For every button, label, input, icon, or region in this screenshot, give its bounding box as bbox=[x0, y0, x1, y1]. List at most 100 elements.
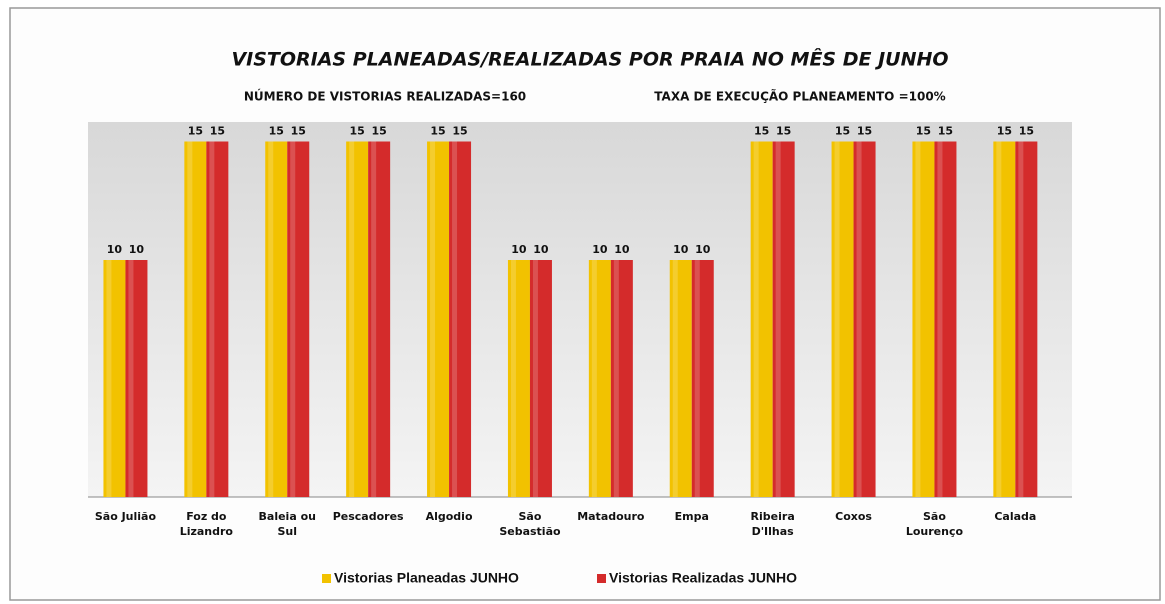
label-line: Foz do bbox=[186, 510, 227, 523]
bar-shine bbox=[753, 141, 759, 497]
data-label: 15 bbox=[452, 125, 467, 138]
data-label: 15 bbox=[188, 125, 203, 138]
label-line: Ribeira bbox=[751, 510, 795, 523]
data-label: 15 bbox=[1019, 125, 1034, 138]
data-label: 15 bbox=[291, 125, 306, 138]
legend-label: Vistorias Planeadas JUNHO bbox=[334, 570, 519, 586]
data-label: 15 bbox=[835, 125, 850, 138]
data-label: 15 bbox=[210, 125, 225, 138]
bar bbox=[265, 141, 288, 497]
bar-shine bbox=[268, 141, 274, 497]
x-tick-label: Coxos bbox=[835, 510, 872, 523]
x-tick-label: Ribeira D'Ilhas bbox=[751, 510, 795, 538]
label-line: São bbox=[923, 510, 946, 523]
bar bbox=[427, 141, 450, 497]
bar bbox=[831, 141, 854, 497]
bar-shine bbox=[128, 260, 134, 497]
bar-shine bbox=[290, 141, 296, 497]
bar-shine bbox=[856, 141, 862, 497]
data-label: 10 bbox=[695, 243, 711, 256]
bar-shine bbox=[775, 141, 781, 497]
data-label: 10 bbox=[511, 243, 527, 256]
x-tick-label: Foz do Lizandro bbox=[180, 510, 234, 538]
bar-shine bbox=[209, 141, 215, 497]
bar bbox=[184, 141, 207, 497]
bar bbox=[449, 141, 472, 497]
bar bbox=[1015, 141, 1038, 497]
x-tick-label: São Sebastião bbox=[499, 510, 561, 538]
bar-shine bbox=[1018, 141, 1024, 497]
bar bbox=[691, 260, 714, 497]
data-label: 10 bbox=[107, 243, 123, 256]
bar bbox=[287, 141, 310, 497]
data-label: 10 bbox=[673, 243, 689, 256]
bar-shine bbox=[532, 260, 538, 497]
data-label: 15 bbox=[776, 125, 791, 138]
data-label: 15 bbox=[754, 125, 769, 138]
bar bbox=[772, 141, 795, 497]
bar bbox=[912, 141, 935, 497]
data-label: 15 bbox=[349, 125, 364, 138]
data-label: 15 bbox=[371, 125, 386, 138]
x-tick-label: Pescadores bbox=[333, 510, 404, 523]
bar bbox=[610, 260, 633, 497]
label-line: Sul bbox=[277, 525, 297, 538]
bar-shine bbox=[591, 260, 597, 497]
legend-swatch bbox=[597, 574, 606, 583]
bar-shine bbox=[834, 141, 840, 497]
data-label: 15 bbox=[269, 125, 284, 138]
bar bbox=[853, 141, 876, 497]
bar bbox=[125, 260, 148, 497]
x-tick-label: Empa bbox=[675, 510, 709, 523]
label-line: Baleia ou bbox=[259, 510, 316, 523]
subtitle: NÚMERO DE VISTORIAS REALIZADAS=160 bbox=[244, 89, 526, 104]
label-line: São bbox=[518, 510, 541, 523]
data-label: 10 bbox=[592, 243, 608, 256]
data-label: 15 bbox=[916, 125, 931, 138]
bar bbox=[934, 141, 957, 497]
bar-shine bbox=[187, 141, 193, 497]
plot-area bbox=[88, 122, 1072, 497]
x-tick-label: Calada bbox=[994, 510, 1036, 523]
label-line: Sebastião bbox=[499, 525, 561, 538]
data-label: 10 bbox=[614, 243, 630, 256]
legend-label: Vistorias Realizadas JUNHO bbox=[609, 570, 797, 586]
bar bbox=[529, 260, 552, 497]
bar-shine bbox=[349, 141, 355, 497]
x-tick-label: Matadouro bbox=[577, 510, 645, 523]
bar-shine bbox=[996, 141, 1002, 497]
bar bbox=[588, 260, 611, 497]
data-label: 15 bbox=[997, 125, 1012, 138]
chart-title: VISTORIAS PLANEADAS/REALIZADAS POR PRAIA… bbox=[231, 48, 948, 71]
bar-shine bbox=[937, 141, 943, 497]
subtitle: TAXA DE EXECUÇÃO PLANEAMENTO =100% bbox=[654, 89, 945, 104]
x-tick-label: São Julião bbox=[95, 510, 157, 523]
bar bbox=[103, 260, 126, 497]
label-line: Lourenço bbox=[906, 525, 964, 538]
bar bbox=[993, 141, 1016, 497]
bar bbox=[507, 260, 530, 497]
label-line: D'Ilhas bbox=[752, 525, 795, 538]
data-label: 10 bbox=[533, 243, 549, 256]
data-label: 15 bbox=[938, 125, 953, 138]
data-label: 15 bbox=[857, 125, 872, 138]
bar bbox=[346, 141, 369, 497]
bar-shine bbox=[613, 260, 619, 497]
bar-shine bbox=[672, 260, 678, 497]
bar bbox=[206, 141, 229, 497]
bar-shine bbox=[430, 141, 436, 497]
label-line: Lizandro bbox=[180, 525, 234, 538]
bar-shine bbox=[371, 141, 377, 497]
bar-shine bbox=[694, 260, 700, 497]
bar bbox=[368, 141, 391, 497]
x-tick-label: Baleia ou Sul bbox=[259, 510, 316, 538]
bar bbox=[669, 260, 692, 497]
legend-swatch bbox=[322, 574, 331, 583]
x-tick-label: Algodio bbox=[426, 510, 473, 523]
data-label: 15 bbox=[430, 125, 445, 138]
bar-shine bbox=[452, 141, 458, 497]
bar-shine bbox=[106, 260, 112, 497]
bar bbox=[750, 141, 773, 497]
x-tick-label: São Lourenço bbox=[906, 510, 964, 538]
